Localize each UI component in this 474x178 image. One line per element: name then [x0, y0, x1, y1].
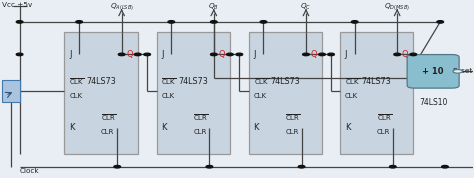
Circle shape — [210, 21, 217, 23]
Circle shape — [144, 53, 151, 56]
Text: K: K — [161, 123, 167, 132]
FancyBboxPatch shape — [340, 32, 413, 154]
Text: $Q_{A(LSB)}$: $Q_{A(LSB)}$ — [109, 2, 134, 12]
Circle shape — [328, 53, 334, 56]
Circle shape — [394, 53, 401, 56]
Text: Q: Q — [127, 50, 133, 59]
Text: CLR: CLR — [285, 129, 299, 135]
Circle shape — [236, 53, 243, 56]
Circle shape — [442, 166, 448, 168]
Circle shape — [206, 166, 213, 168]
Circle shape — [16, 53, 23, 56]
Text: 74LS73: 74LS73 — [86, 77, 116, 86]
Text: Q: Q — [311, 50, 318, 59]
Text: $Q_C$: $Q_C$ — [301, 2, 311, 12]
Text: CLK: CLK — [69, 93, 82, 99]
Text: K: K — [345, 123, 350, 132]
Text: $\overline{\rm CLR}$: $\overline{\rm CLR}$ — [101, 113, 117, 123]
Text: $\overline{\rm CLR}$: $\overline{\rm CLR}$ — [377, 113, 392, 123]
FancyBboxPatch shape — [407, 55, 459, 88]
Circle shape — [135, 53, 141, 56]
Text: CLK: CLK — [161, 93, 174, 99]
Circle shape — [453, 70, 463, 73]
Circle shape — [390, 166, 396, 168]
Text: CLR: CLR — [193, 129, 207, 135]
Text: J: J — [345, 50, 347, 59]
Text: 74LS10: 74LS10 — [419, 98, 447, 107]
Text: 74LS73: 74LS73 — [178, 77, 208, 86]
Text: $Q_B$: $Q_B$ — [209, 2, 219, 12]
Text: 74LS73: 74LS73 — [271, 77, 301, 86]
Circle shape — [114, 166, 120, 168]
Text: K: K — [69, 123, 75, 132]
Circle shape — [410, 53, 417, 56]
Text: J: J — [161, 50, 164, 59]
Circle shape — [118, 53, 125, 56]
Text: $\overline{\rm CLK}$: $\overline{\rm CLK}$ — [345, 76, 360, 87]
Text: J: J — [254, 50, 256, 59]
Text: 74LS73: 74LS73 — [362, 77, 392, 86]
Text: CLR: CLR — [377, 129, 390, 135]
Text: Reset: Reset — [452, 68, 473, 74]
Text: $\overline{\rm CLR}$: $\overline{\rm CLR}$ — [193, 113, 209, 123]
Text: $\overline{\rm CLK}$: $\overline{\rm CLK}$ — [161, 76, 177, 87]
FancyBboxPatch shape — [64, 32, 138, 154]
Circle shape — [16, 21, 23, 23]
Text: + 10: + 10 — [422, 67, 444, 76]
Text: CLK: CLK — [254, 93, 267, 99]
Circle shape — [227, 53, 233, 56]
Circle shape — [351, 21, 358, 23]
Circle shape — [319, 53, 325, 56]
FancyBboxPatch shape — [249, 32, 322, 154]
Text: $\overline{\rm CLR}$: $\overline{\rm CLR}$ — [285, 113, 301, 123]
Circle shape — [168, 21, 174, 23]
Text: Vcc +5v: Vcc +5v — [1, 2, 32, 9]
Circle shape — [260, 21, 267, 23]
Text: $Q_{D(MSB)}$: $Q_{D(MSB)}$ — [384, 2, 410, 12]
Text: $\overline{\rm CLK}$: $\overline{\rm CLK}$ — [254, 76, 269, 87]
Text: CLK: CLK — [345, 93, 358, 99]
Text: Q: Q — [402, 50, 409, 59]
Circle shape — [437, 21, 444, 23]
Circle shape — [298, 166, 305, 168]
Text: Clock: Clock — [19, 168, 39, 174]
Text: CLR: CLR — [101, 129, 115, 135]
Text: Q: Q — [219, 50, 225, 59]
FancyBboxPatch shape — [1, 80, 19, 102]
Circle shape — [76, 21, 82, 23]
Circle shape — [302, 53, 309, 56]
Text: $\overline{\rm CLK}$: $\overline{\rm CLK}$ — [69, 76, 85, 87]
Text: J: J — [69, 50, 72, 59]
Text: K: K — [254, 123, 259, 132]
FancyBboxPatch shape — [156, 32, 230, 154]
Circle shape — [210, 53, 217, 56]
